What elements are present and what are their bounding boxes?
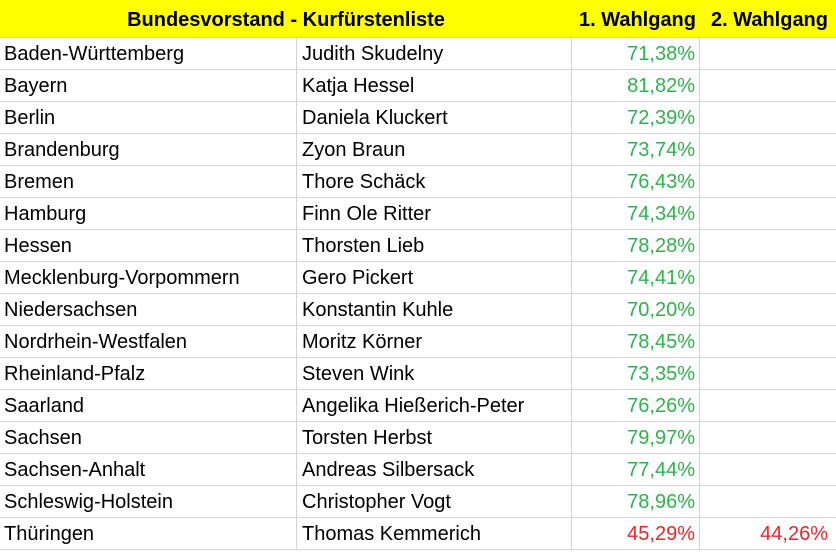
cell-name[interactable]: Torsten Herbst	[297, 422, 572, 453]
cell-name[interactable]: Christopher Vogt	[297, 486, 572, 517]
cell-land[interactable]: Berlin	[0, 102, 297, 133]
cell-wahlgang2[interactable]	[700, 390, 836, 421]
cell-land[interactable]: Thüringen	[0, 518, 297, 549]
cell-name[interactable]: Katja Hessel	[297, 70, 572, 101]
cell-wahlgang1[interactable]: 76,43%	[572, 166, 700, 197]
cell-land[interactable]: Hessen	[0, 230, 297, 261]
cell-wahlgang1[interactable]: 77,44%	[572, 454, 700, 485]
table-row: Rheinland-Pfalz Steven Wink 73,35%	[0, 358, 836, 390]
cell-name[interactable]: Andreas Silbersack	[297, 454, 572, 485]
cell-name[interactable]: Daniela Kluckert	[297, 102, 572, 133]
cell-land[interactable]: Bremen	[0, 166, 297, 197]
cell-name[interactable]: Steven Wink	[297, 358, 572, 389]
table-row: Bremen Thore Schäck 76,43%	[0, 166, 836, 198]
header-title-cell[interactable]: Bundesvorstand - Kurfürstenliste	[127, 9, 445, 31]
table-row: Hamburg Finn Ole Ritter 74,34%	[0, 198, 836, 230]
cell-land[interactable]: Brandenburg	[0, 134, 297, 165]
cell-wahlgang2[interactable]	[700, 198, 836, 229]
table-row: Niedersachsen Konstantin Kuhle 70,20%	[0, 294, 836, 326]
cell-wahlgang1[interactable]: 70,20%	[572, 294, 700, 325]
cell-wahlgang2[interactable]	[700, 486, 836, 517]
table-row: Brandenburg Zyon Braun 73,74%	[0, 134, 836, 166]
cell-wahlgang1[interactable]: 78,28%	[572, 230, 700, 261]
header-wahlgang1-cell[interactable]: 1. Wahlgang	[578, 9, 696, 31]
cell-wahlgang2[interactable]	[700, 358, 836, 389]
cell-land[interactable]: Rheinland-Pfalz	[0, 358, 297, 389]
cell-land[interactable]: Sachsen-Anhalt	[0, 454, 297, 485]
cell-wahlgang2[interactable]	[700, 134, 836, 165]
cell-wahlgang1[interactable]: 76,26%	[572, 390, 700, 421]
cell-wahlgang1[interactable]: 78,45%	[572, 326, 700, 357]
cell-wahlgang2[interactable]	[700, 230, 836, 261]
cell-wahlgang2[interactable]	[700, 102, 836, 133]
cell-land[interactable]: Niedersachsen	[0, 294, 297, 325]
cell-land[interactable]: Bayern	[0, 70, 297, 101]
cell-wahlgang2[interactable]	[700, 38, 836, 69]
cell-land[interactable]: Mecklenburg-Vorpommern	[0, 262, 297, 293]
cell-wahlgang1[interactable]: 74,41%	[572, 262, 700, 293]
cell-wahlgang2[interactable]	[700, 294, 836, 325]
cell-wahlgang1[interactable]: 45,29%	[572, 518, 700, 549]
cell-land[interactable]: Sachsen	[0, 422, 297, 453]
cell-wahlgang1[interactable]: 78,96%	[572, 486, 700, 517]
cell-name[interactable]: Thomas Kemmerich	[297, 518, 572, 549]
cell-wahlgang1[interactable]: 71,38%	[572, 38, 700, 69]
cell-land[interactable]: Saarland	[0, 390, 297, 421]
cell-wahlgang2[interactable]	[700, 166, 836, 197]
cell-name[interactable]: Konstantin Kuhle	[297, 294, 572, 325]
cell-wahlgang1[interactable]: 81,82%	[572, 70, 700, 101]
table-row: Sachsen Torsten Herbst 79,97%	[0, 422, 836, 454]
header-row: Bundesvorstand - Kurfürstenliste 1. Wahl…	[0, 0, 836, 38]
cell-name[interactable]: Thorsten Lieb	[297, 230, 572, 261]
table-row: Schleswig-Holstein Christopher Vogt 78,96%	[0, 486, 836, 518]
cell-wahlgang2[interactable]	[700, 454, 836, 485]
cell-name[interactable]: Judith Skudelny	[297, 38, 572, 69]
cell-wahlgang2[interactable]: 44,26%	[760, 523, 828, 545]
cell-name[interactable]: Zyon Braun	[297, 134, 572, 165]
cell-wahlgang1[interactable]: 79,97%	[572, 422, 700, 453]
cell-name[interactable]: Moritz Körner	[297, 326, 572, 357]
cell-land[interactable]: Baden-Württemberg	[0, 38, 297, 69]
table-row: Hessen Thorsten Lieb 78,28%	[0, 230, 836, 262]
cell-wahlgang2[interactable]	[700, 326, 836, 357]
cell-wahlgang1[interactable]: 72,39%	[572, 102, 700, 133]
cell-wahlgang1[interactable]: 73,35%	[572, 358, 700, 389]
table-row: Nordrhein-Westfalen Moritz Körner 78,45%	[0, 326, 836, 358]
table-row: Sachsen-Anhalt Andreas Silbersack 77,44%	[0, 454, 836, 486]
cell-name[interactable]: Thore Schäck	[297, 166, 572, 197]
table-row: Baden-Württemberg Judith Skudelny 71,38%	[0, 38, 836, 70]
table-row: Berlin Daniela Kluckert 72,39%	[0, 102, 836, 134]
cell-name[interactable]: Gero Pickert	[297, 262, 572, 293]
cell-wahlgang2[interactable]	[700, 422, 836, 453]
cell-wahlgang1[interactable]: 73,74%	[572, 134, 700, 165]
cell-wahlgang1[interactable]: 74,34%	[572, 198, 700, 229]
table-row: Mecklenburg-Vorpommern Gero Pickert 74,41%	[0, 262, 836, 294]
table-row: Bayern Katja Hessel 81,82%	[0, 70, 836, 102]
cell-land[interactable]: Nordrhein-Westfalen	[0, 326, 297, 357]
cell-name[interactable]: Finn Ole Ritter	[297, 198, 572, 229]
table-row: Saarland Angelika Hießerich-Peter 76,26%	[0, 390, 836, 422]
cell-land[interactable]: Hamburg	[0, 198, 297, 229]
cell-land[interactable]: Schleswig-Holstein	[0, 486, 297, 517]
cell-wahlgang2[interactable]	[700, 262, 836, 293]
cell-wahlgang2[interactable]	[700, 70, 836, 101]
header-wahlgang2-cell[interactable]: 2. Wahlgang	[710, 9, 828, 31]
table-row: Thüringen Thomas Kemmerich 45,29% 44,26%	[0, 518, 836, 550]
cell-name[interactable]: Angelika Hießerich-Peter	[297, 390, 572, 421]
